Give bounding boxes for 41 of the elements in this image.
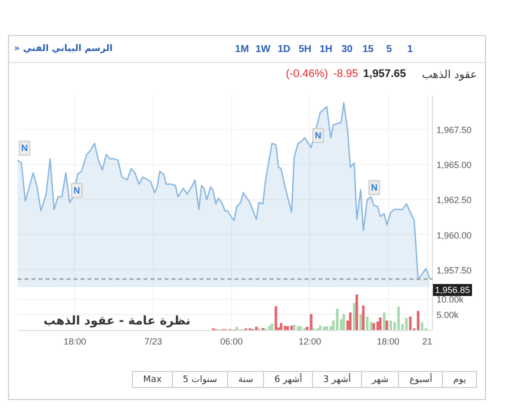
text: Max bbox=[132, 371, 173, 388]
x-tick-label: 18:00 bbox=[64, 336, 86, 346]
x-tick-label: 06:00 bbox=[220, 336, 243, 346]
y-tick-label: 1,962.50 bbox=[436, 195, 472, 206]
x-tick-label: 18:00 bbox=[376, 336, 400, 346]
annotation: N bbox=[73, 185, 80, 196]
y-tick-label: 1,967.50 bbox=[436, 124, 472, 135]
text: 1H bbox=[318, 43, 334, 57]
y-tick-label: 1,960.00 bbox=[436, 230, 472, 240]
ref-line-label: 1,956.85 bbox=[433, 284, 472, 296]
annotation: N bbox=[314, 130, 322, 141]
x-tick-label: 21 bbox=[422, 336, 432, 346]
text: 6 أشهر bbox=[263, 371, 314, 388]
annotation: N bbox=[371, 182, 378, 193]
text: شهر bbox=[360, 371, 400, 388]
text: » الرسم البياني الفني bbox=[14, 43, 113, 56]
text: 5 bbox=[385, 43, 393, 57]
text: 1D bbox=[276, 43, 292, 57]
text: 1 bbox=[406, 43, 414, 57]
text: يوم bbox=[442, 371, 477, 388]
text: سنة bbox=[227, 371, 264, 388]
annotation: نظرة عامة - عقود الذهب bbox=[44, 314, 190, 328]
y-tick-label: 5.00k bbox=[436, 310, 460, 320]
text: 1W bbox=[254, 43, 272, 57]
text: 5 سنوات bbox=[172, 371, 228, 388]
text: (-0.46%) bbox=[286, 67, 328, 82]
text: 1,957.65 bbox=[363, 67, 406, 82]
x-tick-label: 7/23 bbox=[144, 336, 162, 346]
x-tick-label: 12:00 bbox=[298, 336, 322, 346]
y-tick-label: 1,957.50 bbox=[436, 265, 472, 276]
text: 1M bbox=[234, 43, 250, 57]
text: 5H bbox=[298, 43, 312, 57]
text: أسبوع bbox=[398, 371, 444, 388]
y-tick-label: 10.00k bbox=[436, 294, 464, 304]
text: -8.95 bbox=[333, 67, 358, 82]
y-tick-label: 1,965.00 bbox=[436, 160, 472, 170]
chart-title: عقود الذهب bbox=[422, 67, 477, 83]
text: 30 bbox=[340, 43, 354, 57]
text: 15 bbox=[361, 43, 375, 57]
annotation: N bbox=[21, 143, 28, 154]
text: 3 أشهر bbox=[312, 371, 362, 388]
